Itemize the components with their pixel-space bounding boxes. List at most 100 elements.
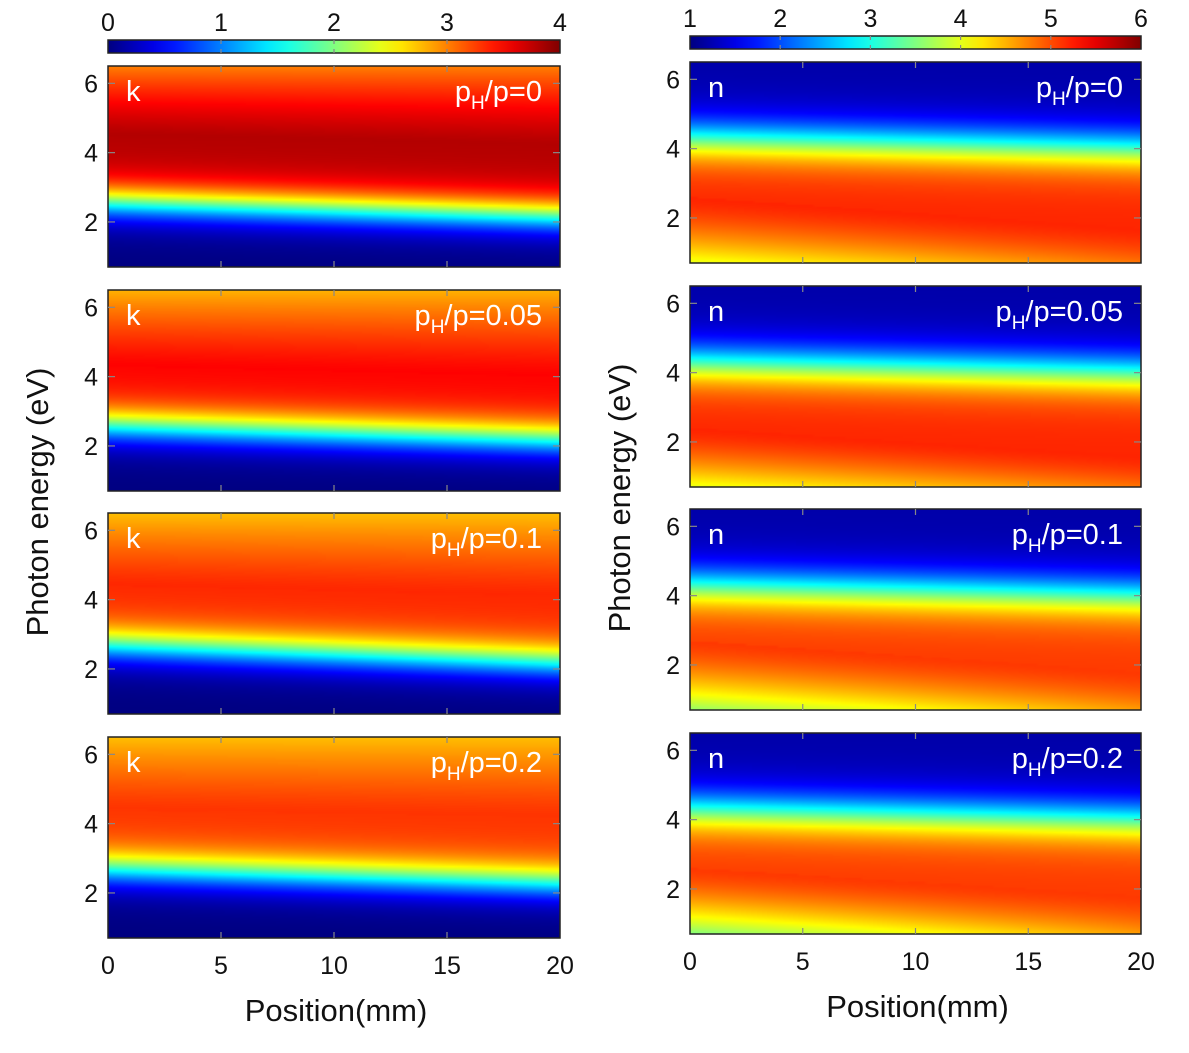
y-tick-label: 6 [84,294,98,322]
heatmap-n-2 [690,509,1141,710]
condition-label: pH/p=0.05 [415,300,542,338]
x-tick-label: 10 [902,948,930,976]
condition-main: p [1012,519,1028,551]
heatmap-k-3 [108,737,560,938]
quantity-label: k [126,747,141,779]
y-tick-label: 2 [666,876,680,904]
x-axis-title: Position(mm) [826,989,1009,1024]
condition-rest: /p=0 [1066,72,1123,104]
x-tick-label: 10 [320,952,348,980]
condition-main: p [455,76,471,108]
y-axis-title: Photon energy (eV) [602,364,637,633]
condition-rest: /p=0.05 [1025,296,1123,328]
condition-label: pH/p=0.2 [431,747,542,785]
x-tick-label: 5 [796,948,810,976]
y-tick-label: 4 [84,811,98,839]
condition-subscript: H [1028,536,1042,557]
heatmap-k-0 [108,66,560,267]
colorbar-n [690,36,1141,49]
y-tick-label: 2 [84,433,98,461]
quantity-label: n [708,743,724,775]
x-tick-label: 15 [1014,948,1042,976]
quantity-label: n [708,296,724,328]
y-tick-label: 2 [666,429,680,457]
quantity-label: k [126,76,141,108]
condition-rest: /p=0.2 [1042,743,1123,775]
y-tick-label: 6 [84,517,98,545]
y-tick-label: 2 [84,209,98,237]
quantity-label: k [126,523,141,555]
x-tick-label: 5 [214,952,228,980]
condition-label: pH/p=0.1 [431,523,542,561]
x-tick-label: 20 [1127,948,1155,976]
y-tick-label: 2 [666,205,680,233]
colorbar-tick-label: 2 [327,9,341,37]
quantity-label: k [126,300,141,332]
condition-subscript: H [431,317,445,338]
heatmap-layer [108,62,1141,938]
condition-label: pH/p=0.05 [996,296,1123,334]
condition-main: p [1012,743,1028,775]
colorbar-tick-label: 3 [440,9,454,37]
colorbar-tick-label: 5 [1044,5,1058,33]
y-tick-label: 2 [666,652,680,680]
condition-rest: /p=0.1 [461,523,542,555]
condition-label: pH/p=0.1 [1012,519,1123,557]
quantity-label: n [708,519,724,551]
condition-label: pH/p=0 [455,76,542,114]
y-tick-label: 4 [666,807,680,835]
y-tick-label: 4 [666,360,680,388]
condition-rest: /p=0.05 [444,300,542,332]
condition-label: pH/p=0 [1036,72,1123,110]
colorbar-tick-label: 3 [863,5,877,33]
condition-rest: /p=0.2 [461,747,542,779]
y-tick-label: 2 [84,880,98,908]
x-axis-title: Position(mm) [245,993,428,1028]
condition-subscript: H [1052,89,1066,110]
colorbar-border [689,35,1142,50]
x-tick-label: 15 [433,952,461,980]
colorbar-tick-label: 4 [954,5,968,33]
condition-main: p [1036,72,1052,104]
colorbar-tick-label: 2 [773,5,787,33]
colorbar-tick-label: 4 [553,9,567,37]
y-tick-label: 6 [84,741,98,769]
y-tick-label: 6 [666,737,680,765]
y-tick-label: 6 [666,290,680,318]
condition-subscript: H [447,764,461,785]
condition-main: p [415,300,431,332]
y-tick-label: 6 [666,66,680,94]
condition-subscript: H [447,540,461,561]
heatmap-n-1 [690,286,1141,487]
colorbar-tick-label: 1 [214,9,228,37]
condition-label: pH/p=0.2 [1012,743,1123,781]
colorbar-tick-label: 0 [101,9,115,37]
y-axis-title: Photon energy (eV) [20,368,55,637]
y-tick-label: 4 [84,140,98,168]
heatmap-n-3 [690,733,1141,934]
condition-subscript: H [1028,760,1042,781]
heatmap-n-0 [690,62,1141,263]
y-tick-label: 6 [84,70,98,98]
condition-subscript: H [471,93,485,114]
heatmap-k-1 [108,290,560,491]
y-tick-label: 4 [666,583,680,611]
y-tick-label: 2 [84,656,98,684]
condition-rest: /p=0.1 [1042,519,1123,551]
y-tick-label: 4 [84,587,98,615]
x-tick-label: 20 [546,952,574,980]
x-tick-label: 0 [101,952,115,980]
colorbar-tick-label: 1 [683,5,697,33]
condition-rest: /p=0 [485,76,542,108]
y-tick-label: 6 [666,513,680,541]
x-tick-label: 0 [683,948,697,976]
condition-main: p [431,747,447,779]
colorbar-tick-label: 6 [1134,5,1148,33]
condition-main: p [431,523,447,555]
quantity-label: n [708,72,724,104]
y-tick-label: 4 [666,136,680,164]
condition-main: p [996,296,1012,328]
y-tick-label: 4 [84,364,98,392]
